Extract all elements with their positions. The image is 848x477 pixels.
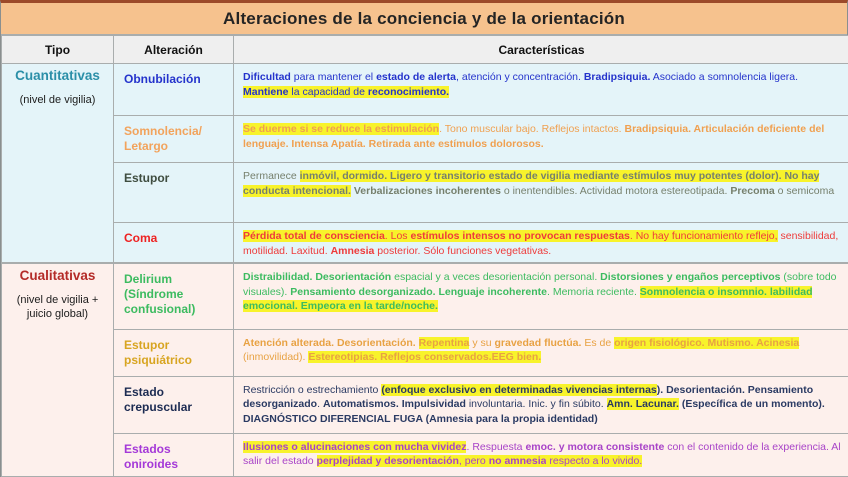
row-characteristics-coma: Pérdida total de consciencia. Los estímu… [233, 222, 848, 264]
table-row: Estado crepuscular Restricción o estrech… [2, 375, 848, 434]
column-header-alteracion: Alteración [113, 35, 234, 64]
table-row: Estupor psiquiátrico Atención alterada. … [2, 328, 848, 377]
text-run: Estereotipias. Reflejos conservados.EEG … [308, 351, 542, 363]
text-run: involuntaria. Inic. y fin súbito. [465, 398, 607, 410]
row-characteristics-obnubilacion: Dificultad para mantener el estado de al… [233, 63, 848, 116]
text-run: con el contenido de la experiencia. Al s… [243, 440, 841, 468]
text-run: . Tono muscular bajo. Reflejos intactos. [439, 123, 625, 135]
text-run: Permanece [243, 170, 300, 182]
table-row: Cuantitativas (nivel de vigilia) Obnubil… [1, 63, 848, 264]
row-characteristics-estado-crepuscular: Restricción o estrechamiento (enfoque ex… [233, 375, 848, 434]
text-run: Distorsiones y engaños perceptivos [600, 271, 781, 283]
text-run: Amnesia [330, 244, 375, 257]
row-characteristics-somnolencia-letargo: Se duerme si se reduce la estimulación. … [233, 115, 848, 163]
text-run: o semicoma [774, 184, 835, 197]
text-run: Asociado a somnolencia ligera. [650, 71, 799, 83]
row-label-somnolencia-letargo: Somnolencia/ Letargo [113, 115, 234, 163]
row-characteristics-delirium: Distraibilidad. Desorientación espacial … [233, 262, 848, 330]
text-run: . Memoria reciente. [547, 285, 640, 298]
text-run: y su [469, 336, 495, 349]
text-run: ). [656, 383, 667, 396]
row-label-obnubilacion: Obnubilación [113, 63, 234, 116]
text-run: Bradipsiquia. Articulación deficiente de… [243, 123, 825, 150]
text-run: la capacidad de [288, 85, 368, 98]
text-run: emoc. y motora consistente [525, 440, 665, 453]
text-run: sensibilidad, motilidad. Laxitud. [243, 230, 839, 257]
text-run: Ilusiones o alucinaciones con mucha vivi… [243, 440, 467, 453]
text-run: estímulos intensos no provocan respuesta… [410, 230, 630, 242]
text-run: Mantiene [243, 85, 289, 98]
column-header-caracteristicas: Características [233, 35, 848, 64]
text-run: Pensamiento desorganizado. Lenguaje inco… [290, 285, 547, 298]
text-run: , pero [458, 455, 489, 467]
text-run: Se duerme si se reduce la estimulación [243, 123, 440, 135]
text-run: Bradipsiquia. [583, 71, 651, 83]
text-run: Distraibilidad. Desorientación [243, 271, 392, 283]
text-run: (sobre todo visuales). [243, 271, 837, 298]
column-header-tipo: Tipo [1, 35, 114, 64]
row-characteristics-estupor-psiquiatrico: Atención alterada. Desorientación. Repen… [233, 328, 848, 377]
text-run: no amnesia [488, 455, 547, 467]
text-run: Automatismos. Impulsividad [322, 398, 466, 410]
text-run: Dificultad [243, 71, 291, 83]
text-run: para mantener el [290, 71, 377, 83]
table-row: Estados oniroides Ilusiones o alucinacio… [2, 432, 848, 477]
text-run: Atención alterada. Desorientación. [243, 336, 419, 349]
text-run: Precoma [730, 184, 775, 197]
text-run: Es de [581, 336, 615, 349]
text-run: . [317, 398, 323, 410]
text-run: Verbalizaciones incoherentes [353, 184, 501, 197]
group-cell-cuantitativas: Cuantitativas (nivel de vigilia) [1, 63, 114, 264]
table-row: Cualitativas (nivel de vigilia + juicio … [1, 262, 848, 477]
text-run: Amn. Lacunar. [606, 398, 679, 410]
row-label-delirium: Delirium (Síndrome confusional) [113, 262, 234, 330]
row-label-estupor: Estupor [113, 162, 234, 223]
text-run: . No hay funcionamiento reflejo, [629, 230, 778, 242]
text-run: (inmovilidad). [243, 351, 309, 363]
header-row: Tipo Alteración Características [1, 35, 848, 64]
row-label-estado-crepuscular: Estado crepuscular [113, 375, 234, 434]
alterations-table: Tipo Alteración Características Cuantita… [1, 35, 848, 477]
row-label-coma: Coma [113, 222, 234, 264]
page-title: Alteraciones de la conciencia y de la or… [1, 3, 847, 35]
text-run: reconocimiento. [367, 85, 450, 98]
text-run: estado de alerta [376, 71, 457, 83]
text-run: (enfoque exclusivo en determinadas viven… [381, 383, 657, 396]
row-label-estados-oniroides: Estados oniroides [113, 432, 234, 477]
text-run: origen fisiológico. Mutismo. Acinesia [614, 336, 800, 349]
text-run: o inentendibles. Actividad motora estere… [500, 184, 731, 197]
text-run: espacial y a veces desorientación person… [391, 271, 601, 283]
group-subtitle-cuantitativas: (nivel de vigilia) [19, 94, 96, 106]
group-cell-cualitativas: Cualitativas (nivel de vigilia + juicio … [1, 262, 114, 477]
text-run: . Respuesta [466, 440, 526, 453]
text-run: Repentina [418, 336, 470, 349]
text-run: , atención y concentración. [456, 71, 584, 83]
text-run: Pérdida total de consciencia [243, 230, 385, 242]
table-row: Coma Pérdida total de consciencia. Los e… [2, 222, 848, 264]
text-run: gravedad fluctúa. [494, 336, 582, 349]
text-run: Restricción o estrechamiento [243, 383, 382, 396]
text-run: posterior. Sólo funciones vegetativas. [374, 244, 552, 257]
group-subtitle-cualitativas: (nivel de vigilia + juicio global) [16, 294, 99, 320]
row-characteristics-estados-oniroides: Ilusiones o alucinaciones con mucha vivi… [233, 432, 848, 477]
text-run: . Los [384, 230, 411, 242]
text-run: Desorientación. Pensamiento desorganizad… [243, 383, 814, 411]
text-run: respecto a lo vivido. [546, 455, 643, 467]
text-run: (Específica de un momento). DIAGNÓSTICO … [243, 398, 825, 425]
row-characteristics-estupor: Permanece inmóvil, dormido. Ligero y tra… [233, 162, 848, 223]
text-run: perplejidad y desorientación [316, 455, 459, 467]
table-row: Estupor Permanece inmóvil, dormido. Lige… [2, 162, 848, 223]
group-name-cualitativas: Cualitativas [19, 268, 96, 283]
table-row: Somnolencia/ Letargo Se duerme si se red… [2, 115, 848, 163]
group-name-cuantitativas: Cuantitativas [15, 68, 100, 83]
row-label-estupor-psiquiatrico: Estupor psiquiátrico [113, 328, 234, 377]
